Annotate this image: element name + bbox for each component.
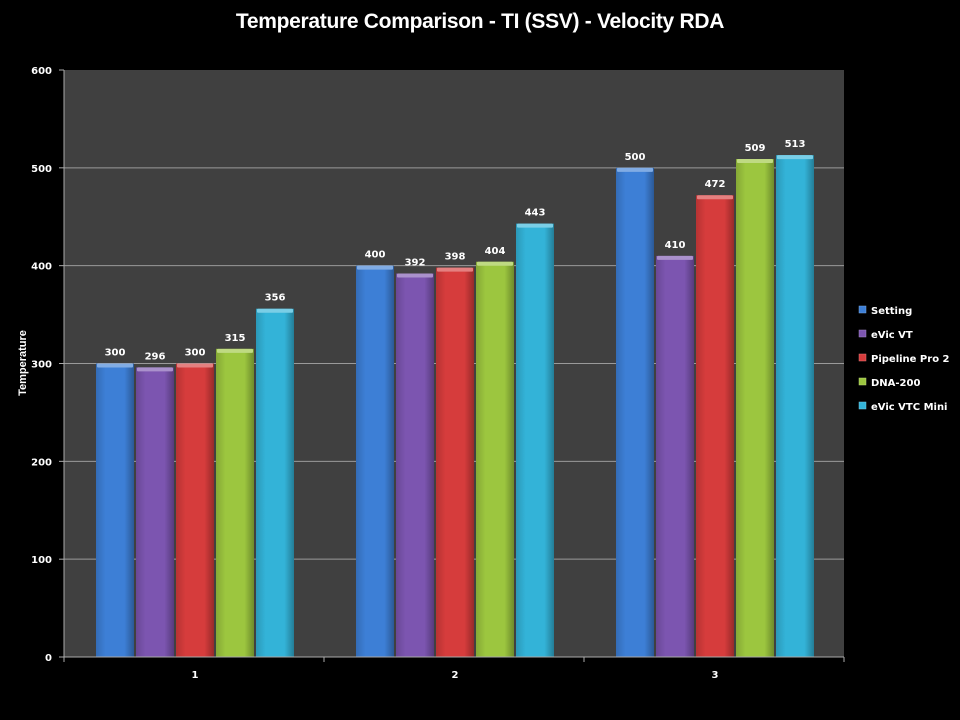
y-tick-label: 0 (45, 653, 52, 664)
y-tick-label: 600 (31, 66, 52, 77)
legend-item-setting: Setting (858, 305, 912, 317)
data-labels: 300 296 300 315 356 400 392 398 404 443 500 410 472 5… (105, 139, 806, 362)
legend-swatch (858, 305, 867, 314)
data-label: 509 (745, 143, 766, 154)
data-label: 513 (785, 139, 806, 150)
x-tick-label: 2 (452, 670, 459, 681)
data-label: 410 (665, 240, 686, 251)
bar-top-highlight (217, 348, 253, 353)
data-label: 392 (405, 257, 426, 268)
legend-item-dna-200: DNA-200 (858, 377, 920, 389)
bar-top-highlight (97, 363, 133, 368)
legend-swatch (858, 377, 867, 386)
legend-label: Pipeline Pro 2 (871, 354, 950, 365)
legend-label: DNA-200 (871, 378, 920, 389)
bar-top-highlight (777, 155, 813, 160)
legend-item-evic-vtc-mini: eVic VTC Mini (858, 401, 948, 413)
legend-item-evic-vt: eVic VT (858, 329, 913, 341)
bar-top-highlight (617, 167, 653, 172)
legend-label: eVic VT (871, 330, 913, 341)
y-tick-label: 100 (31, 555, 52, 566)
data-label: 404 (485, 246, 506, 257)
legend: Setting eVic VT Pipeline Pro 2 DNA-200 eVic … (858, 305, 950, 413)
legend-label: eVic VTC Mini (871, 402, 948, 413)
data-label: 400 (365, 250, 386, 261)
data-label: 300 (105, 348, 126, 359)
bar-dna-200-1 (216, 348, 254, 657)
y-axis: 0 100 200 300 400 500 600 (31, 66, 65, 664)
data-label: 500 (625, 152, 646, 163)
bar-evic-vtc-mini-3 (776, 155, 814, 658)
bar-setting-1 (96, 363, 134, 657)
y-tick-label: 200 (31, 457, 52, 468)
x-axis: 1 2 3 (63, 656, 845, 681)
bar-dna-200-3 (736, 159, 774, 658)
bar-top-highlight (697, 195, 733, 200)
y-tick-label: 300 (31, 360, 52, 371)
bar-pipeline-pro-2-3 (696, 195, 734, 657)
bar-pipeline-pro-2-1 (176, 363, 214, 657)
data-label: 356 (265, 293, 286, 304)
data-label: 398 (445, 252, 466, 263)
bar-dna-200-2 (476, 261, 514, 657)
legend-swatch (858, 329, 867, 338)
legend-swatch (858, 353, 867, 362)
legend-label: Setting (871, 306, 912, 317)
y-axis-title: Temperature (17, 330, 29, 396)
y-tick-label: 500 (31, 164, 52, 175)
bar-setting-3 (616, 167, 654, 658)
bar-top-highlight (397, 273, 433, 278)
bar-top-highlight (477, 261, 513, 266)
data-label: 315 (225, 333, 246, 344)
bar-top-highlight (737, 159, 773, 164)
legend-swatch (858, 401, 867, 410)
bar-top-highlight (357, 265, 393, 270)
bar-top-highlight (137, 367, 173, 372)
bar-evic-vt-1 (136, 367, 174, 657)
bar-evic-vt-2 (396, 273, 434, 657)
bar-top-highlight (437, 267, 473, 272)
data-label: 472 (705, 179, 726, 190)
bar-evic-vtc-mini-1 (256, 308, 294, 657)
bar-evic-vtc-mini-2 (516, 223, 554, 657)
bar-setting-2 (356, 265, 394, 657)
bar-top-highlight (177, 363, 213, 368)
x-tick-label: 1 (192, 670, 199, 681)
bar-top-highlight (257, 308, 293, 313)
data-label: 443 (525, 208, 546, 219)
data-label: 300 (185, 348, 206, 359)
bar-top-highlight (517, 223, 553, 228)
data-label: 296 (145, 351, 166, 362)
y-tick-label: 400 (31, 262, 52, 273)
legend-item-pipeline-pro-2: Pipeline Pro 2 (858, 353, 950, 365)
bar-pipeline-pro-2-2 (436, 267, 474, 657)
chart-title: Temperature Comparison - TI (SSV) - Velo… (235, 10, 725, 33)
x-tick-label: 3 (712, 670, 719, 681)
bar-evic-vt-3 (656, 255, 694, 657)
bars (96, 155, 814, 658)
bar-top-highlight (657, 255, 693, 260)
